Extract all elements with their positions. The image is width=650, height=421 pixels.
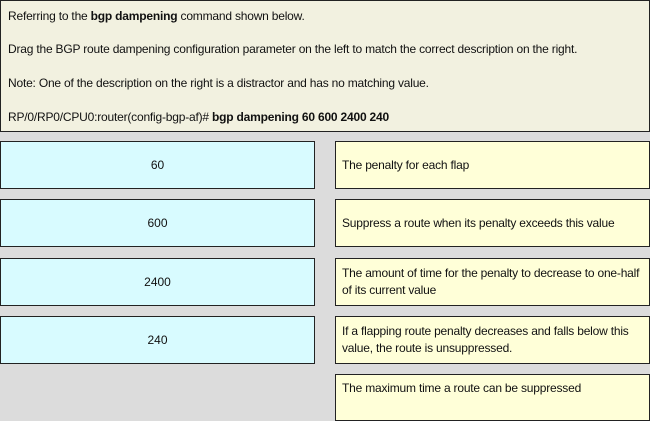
parameter-2400[interactable]: 2400 [0, 258, 315, 306]
description-target-4[interactable]: If a flapping route penalty decreases an… [335, 316, 650, 364]
description-label: The amount of time for the penalty to de… [342, 266, 640, 297]
description-label: The penalty for each flap [342, 157, 470, 172]
description-target-2[interactable]: Suppress a route when its penalty exceed… [335, 199, 650, 247]
description-target-1[interactable]: The penalty for each flap [335, 141, 650, 189]
parameter-label: 2400 [144, 275, 171, 289]
parameter-label: 600 [147, 216, 168, 230]
parameter-240[interactable]: 240 [0, 316, 315, 364]
parameter-label: 240 [147, 333, 168, 347]
description-label: The maximum time a route can be suppress… [342, 381, 582, 395]
instruction-line-2: Drag the BGP route dampening configurati… [8, 42, 578, 56]
bold-command: bgp dampening [90, 9, 178, 23]
text: Referring to the [8, 9, 91, 23]
text: command shown below. [177, 9, 305, 23]
command-line: RP/0/RP0/CPU0:router(config-bgp-af)# bgp… [8, 110, 389, 124]
description-target-3[interactable]: The amount of time for the penalty to de… [335, 258, 650, 306]
instruction-line-1: Referring to the bgp dampening command s… [8, 9, 305, 23]
cli-command: bgp dampening 60 600 2400 240 [208, 110, 389, 124]
instructions-panel: Referring to the bgp dampening command s… [0, 0, 650, 132]
parameter-label: 60 [150, 158, 165, 172]
instruction-note: Note: One of the description on the righ… [8, 76, 429, 90]
parameter-600[interactable]: 600 [0, 199, 315, 247]
cli-prompt: RP/0/RP0/CPU0:router(config-bgp-af)# [8, 110, 209, 124]
description-target-5[interactable]: The maximum time a route can be suppress… [335, 374, 650, 421]
description-label: Suppress a route when its penalty exceed… [342, 215, 615, 230]
description-label: If a flapping route penalty decreases an… [342, 324, 629, 355]
parameter-60[interactable]: 60 [0, 141, 315, 189]
